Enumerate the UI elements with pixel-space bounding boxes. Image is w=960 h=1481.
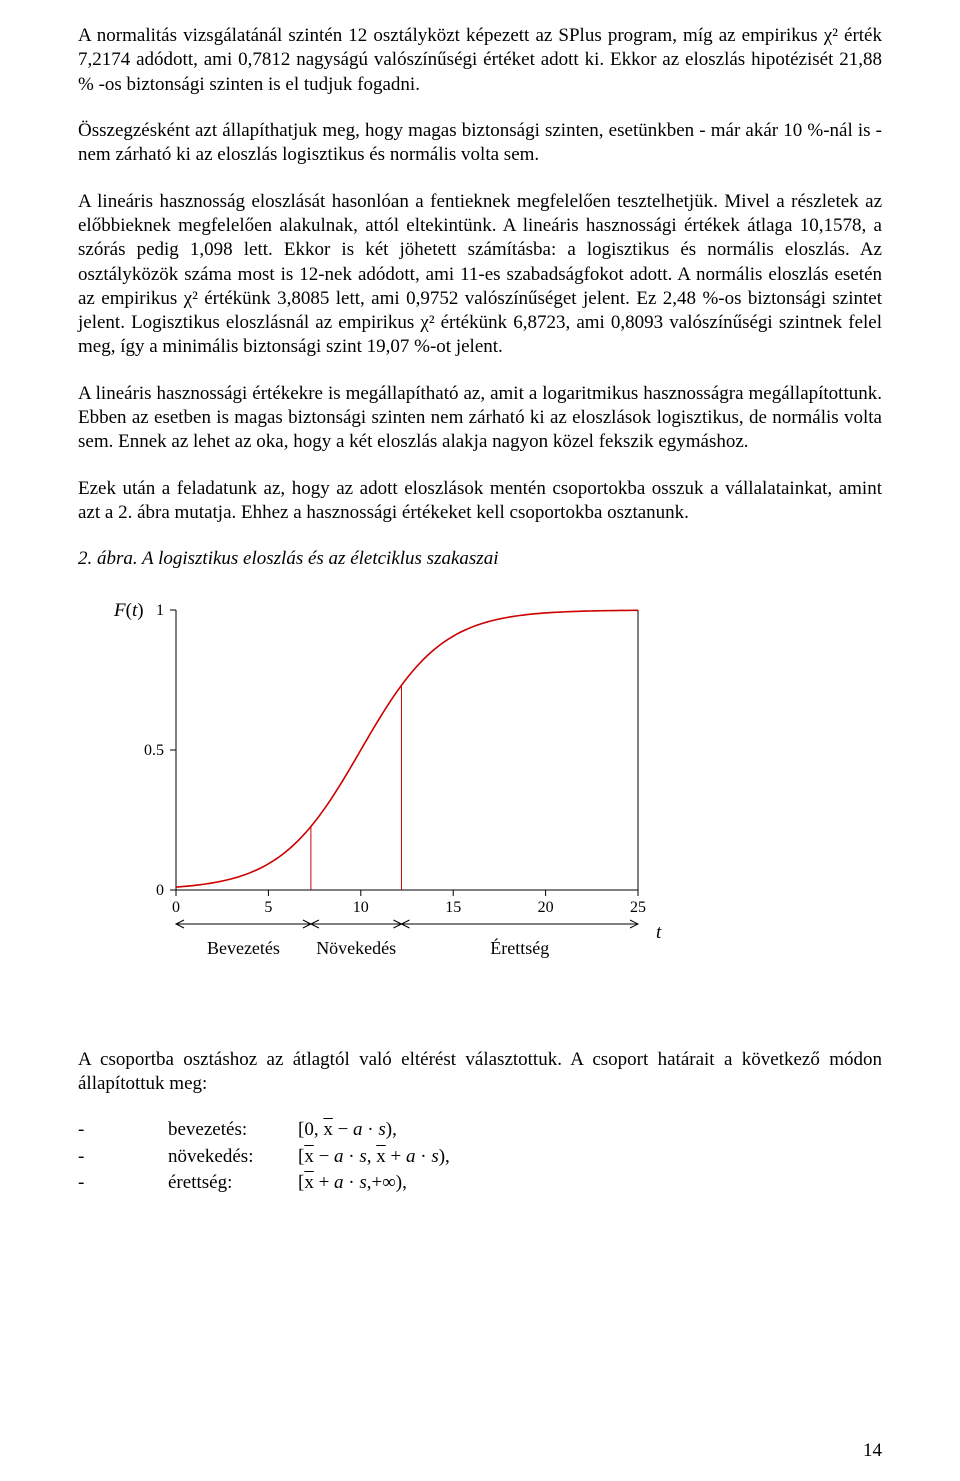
definition-interval: [x + a · s,+∞), bbox=[298, 1171, 407, 1195]
svg-text:F(t): F(t) bbox=[113, 600, 144, 621]
logistic-curve-chart: 0 5 10 15 20 25 0 0.5 1 F(t) t Bevezetés Növekedés Ér… bbox=[78, 590, 688, 1010]
svg-text:t: t bbox=[656, 922, 662, 943]
definitions-list: - bevezetés: [0, x − a · s), - növekedés… bbox=[78, 1118, 882, 1195]
definition-interval: [x − a · s, x + a · s), bbox=[298, 1145, 450, 1169]
svg-text:Növekedés: Növekedés bbox=[316, 938, 396, 958]
svg-text:0.5: 0.5 bbox=[144, 742, 164, 759]
bullet: - bbox=[78, 1171, 168, 1195]
bullet: - bbox=[78, 1118, 168, 1142]
definition-label: növekedés: bbox=[168, 1145, 298, 1169]
paragraph-1: A normalitás vizsgálatánál szintén 12 os… bbox=[78, 24, 882, 97]
bullet: - bbox=[78, 1145, 168, 1169]
definition-row-erettseg: - érettség: [x + a · s,+∞), bbox=[78, 1171, 882, 1195]
paragraph-4: A lineáris hasznossági értékekre is megá… bbox=[78, 382, 882, 455]
definition-row-bevezetes: - bevezetés: [0, x − a · s), bbox=[78, 1118, 882, 1142]
definition-row-novekedes: - növekedés: [x − a · s, x + a · s), bbox=[78, 1145, 882, 1169]
paragraph-3: A lineáris hasznosság eloszlását hasonló… bbox=[78, 190, 882, 360]
svg-text:1: 1 bbox=[156, 602, 164, 619]
definition-label: bevezetés: bbox=[168, 1118, 298, 1142]
paragraph-2: Összegzésként azt állapíthatjuk meg, hog… bbox=[78, 119, 882, 168]
svg-text:25: 25 bbox=[630, 899, 646, 916]
definition-interval: [0, x − a · s), bbox=[298, 1118, 397, 1142]
svg-text:0: 0 bbox=[172, 899, 180, 916]
svg-text:Bevezetés: Bevezetés bbox=[207, 938, 280, 958]
figure-caption: 2. ábra. A logisztikus eloszlás és az él… bbox=[78, 547, 882, 571]
svg-text:20: 20 bbox=[538, 899, 554, 916]
definition-label: érettség: bbox=[168, 1171, 298, 1195]
svg-text:5: 5 bbox=[264, 899, 272, 916]
svg-text:Érettség: Érettség bbox=[490, 937, 549, 958]
paragraph-6: A csoportba osztáshoz az átlagtól való e… bbox=[78, 1048, 882, 1097]
svg-text:10: 10 bbox=[353, 899, 369, 916]
figure-2-chart: 0 5 10 15 20 25 0 0.5 1 F(t) t Bevezetés Növekedés Ér… bbox=[78, 590, 882, 1010]
svg-text:0: 0 bbox=[156, 882, 164, 899]
paragraph-5: Ezek után a feladatunk az, hogy az adott… bbox=[78, 477, 882, 526]
svg-text:15: 15 bbox=[445, 899, 461, 916]
page-number: 14 bbox=[863, 1439, 882, 1463]
